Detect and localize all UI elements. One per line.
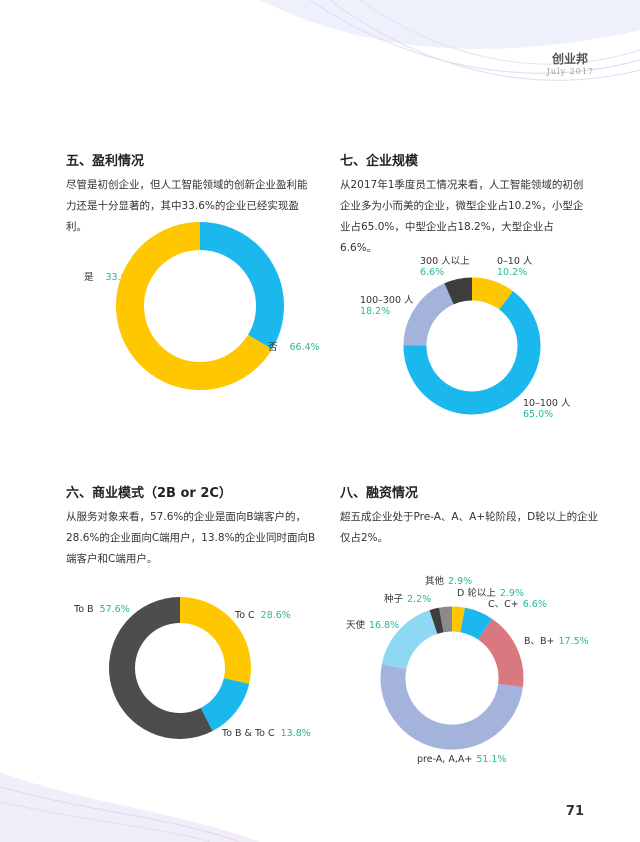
section-title: 五、盈利情况 (66, 154, 145, 169)
chart-profit: 是 33.6% 否 66.4% (84, 222, 320, 390)
chart-finance: D 轮以上 2.9%C、C+ 6.6%B、B+ 17.5%pre-A, A,A+ 51.… (346, 575, 589, 765)
slice-percent: 33.6% (106, 272, 136, 283)
donut-slice (439, 606, 453, 633)
donut-slice (471, 277, 513, 310)
slice-percent: 6.6% (420, 267, 444, 278)
slice-label: 是 (84, 272, 94, 283)
slice-percent: 65.0% (523, 409, 553, 420)
donut-slice (179, 597, 251, 684)
slice-percent: 17.5% (559, 636, 589, 647)
donut-slice (381, 610, 438, 670)
section-business-model: 六、商业模式（2B or 2C） 从服务对象来看，57.6%的企业是面向B端客户… (66, 482, 322, 570)
donut-slice (429, 607, 444, 634)
slice-label: C、C+ (488, 599, 519, 610)
donut-slice (477, 618, 524, 687)
slice-label: 其他 (425, 575, 445, 587)
slice-percent: 10.2% (497, 267, 527, 278)
donut-slice (459, 607, 493, 640)
issue-date: July 2017 (546, 67, 594, 76)
slice-percent: 66.4% (290, 342, 320, 353)
slice-label: 0–10 人 (497, 256, 533, 267)
slice-percent: 57.6% (100, 604, 130, 615)
section-title: 六、商业模式（2B or 2C） (66, 486, 232, 501)
donut-slice (109, 597, 213, 739)
section-financing: 八、融资情况 超五成企业处于Pre-A、A、A+轮阶段，D轮以上的企业仅占2%。 (340, 482, 600, 549)
donut-slice (444, 277, 473, 305)
section-text: 尽管是初创企业，但人工智能领域的创新企业盈利能力还是十分显著的，其中33.6%的… (66, 179, 308, 233)
slice-label: 否 (268, 342, 278, 353)
chart-scale: 0–10 人10.2% 10–100 人65.0% 100–300 人18.2% 30… (360, 256, 571, 420)
slice-label: pre-A, A,A+ (417, 754, 472, 765)
chart-model: To C 28.6% To B & To C 13.8% To B 57.6% (73, 597, 311, 739)
section-text: 超五成企业处于Pre-A、A、A+轮阶段，D轮以上的企业仅占2%。 (340, 511, 599, 544)
donut-slice (403, 291, 541, 415)
donut-slice (116, 222, 273, 390)
slice-percent: 28.6% (261, 610, 291, 621)
section-title: 八、融资情况 (340, 486, 419, 501)
slice-percent: 16.8% (369, 620, 399, 631)
slice-label: 种子 (384, 593, 404, 605)
donut-slice (403, 283, 455, 346)
page-number: 71 (565, 804, 584, 819)
donut-slice (451, 606, 465, 633)
slice-label: B、B+ (524, 636, 555, 647)
slice-percent: 13.8% (281, 728, 311, 739)
brand-logo-text: 创业邦 (551, 52, 588, 66)
section-profit: 五、盈利情况 尽管是初创企业，但人工智能领域的创新企业盈利能力还是十分显著的，其… (66, 150, 316, 238)
donut-slice (199, 222, 284, 350)
section-scale: 七、企业规模 从2017年1季度员工情况来看，人工智能领域的初创企业多为小而美的… (340, 150, 590, 259)
slice-percent: 18.2% (360, 306, 390, 317)
section-text: 从2017年1季度员工情况来看，人工智能领域的初创企业多为小而美的企业，微型企业… (340, 179, 584, 254)
slice-label: D 轮以上 (457, 587, 496, 599)
slice-percent: 2.2% (407, 594, 431, 605)
slice-percent: 2.9% (448, 576, 472, 587)
slice-label: To B (73, 604, 94, 615)
top-wave-decoration (260, 0, 640, 81)
slice-label: To C (234, 610, 255, 621)
donut-slice (380, 664, 523, 750)
slice-percent: 6.6% (523, 599, 547, 610)
slice-percent: 2.9% (500, 588, 524, 599)
slice-label: 天使 (346, 619, 366, 631)
slice-label: 100–300 人 (360, 295, 414, 306)
section-text: 从服务对象来看，57.6%的企业是面向B端客户的，28.6%的企业面向C端用户，… (66, 511, 316, 565)
slice-label: To B & To C (221, 728, 275, 739)
section-title: 七、企业规模 (340, 154, 419, 169)
slice-percent: 51.1% (476, 754, 506, 765)
bottom-wave-decoration (0, 772, 260, 842)
slice-label: 300 人以上 (420, 256, 470, 267)
slice-label: 10–100 人 (523, 398, 571, 409)
donut-slice (200, 677, 250, 732)
